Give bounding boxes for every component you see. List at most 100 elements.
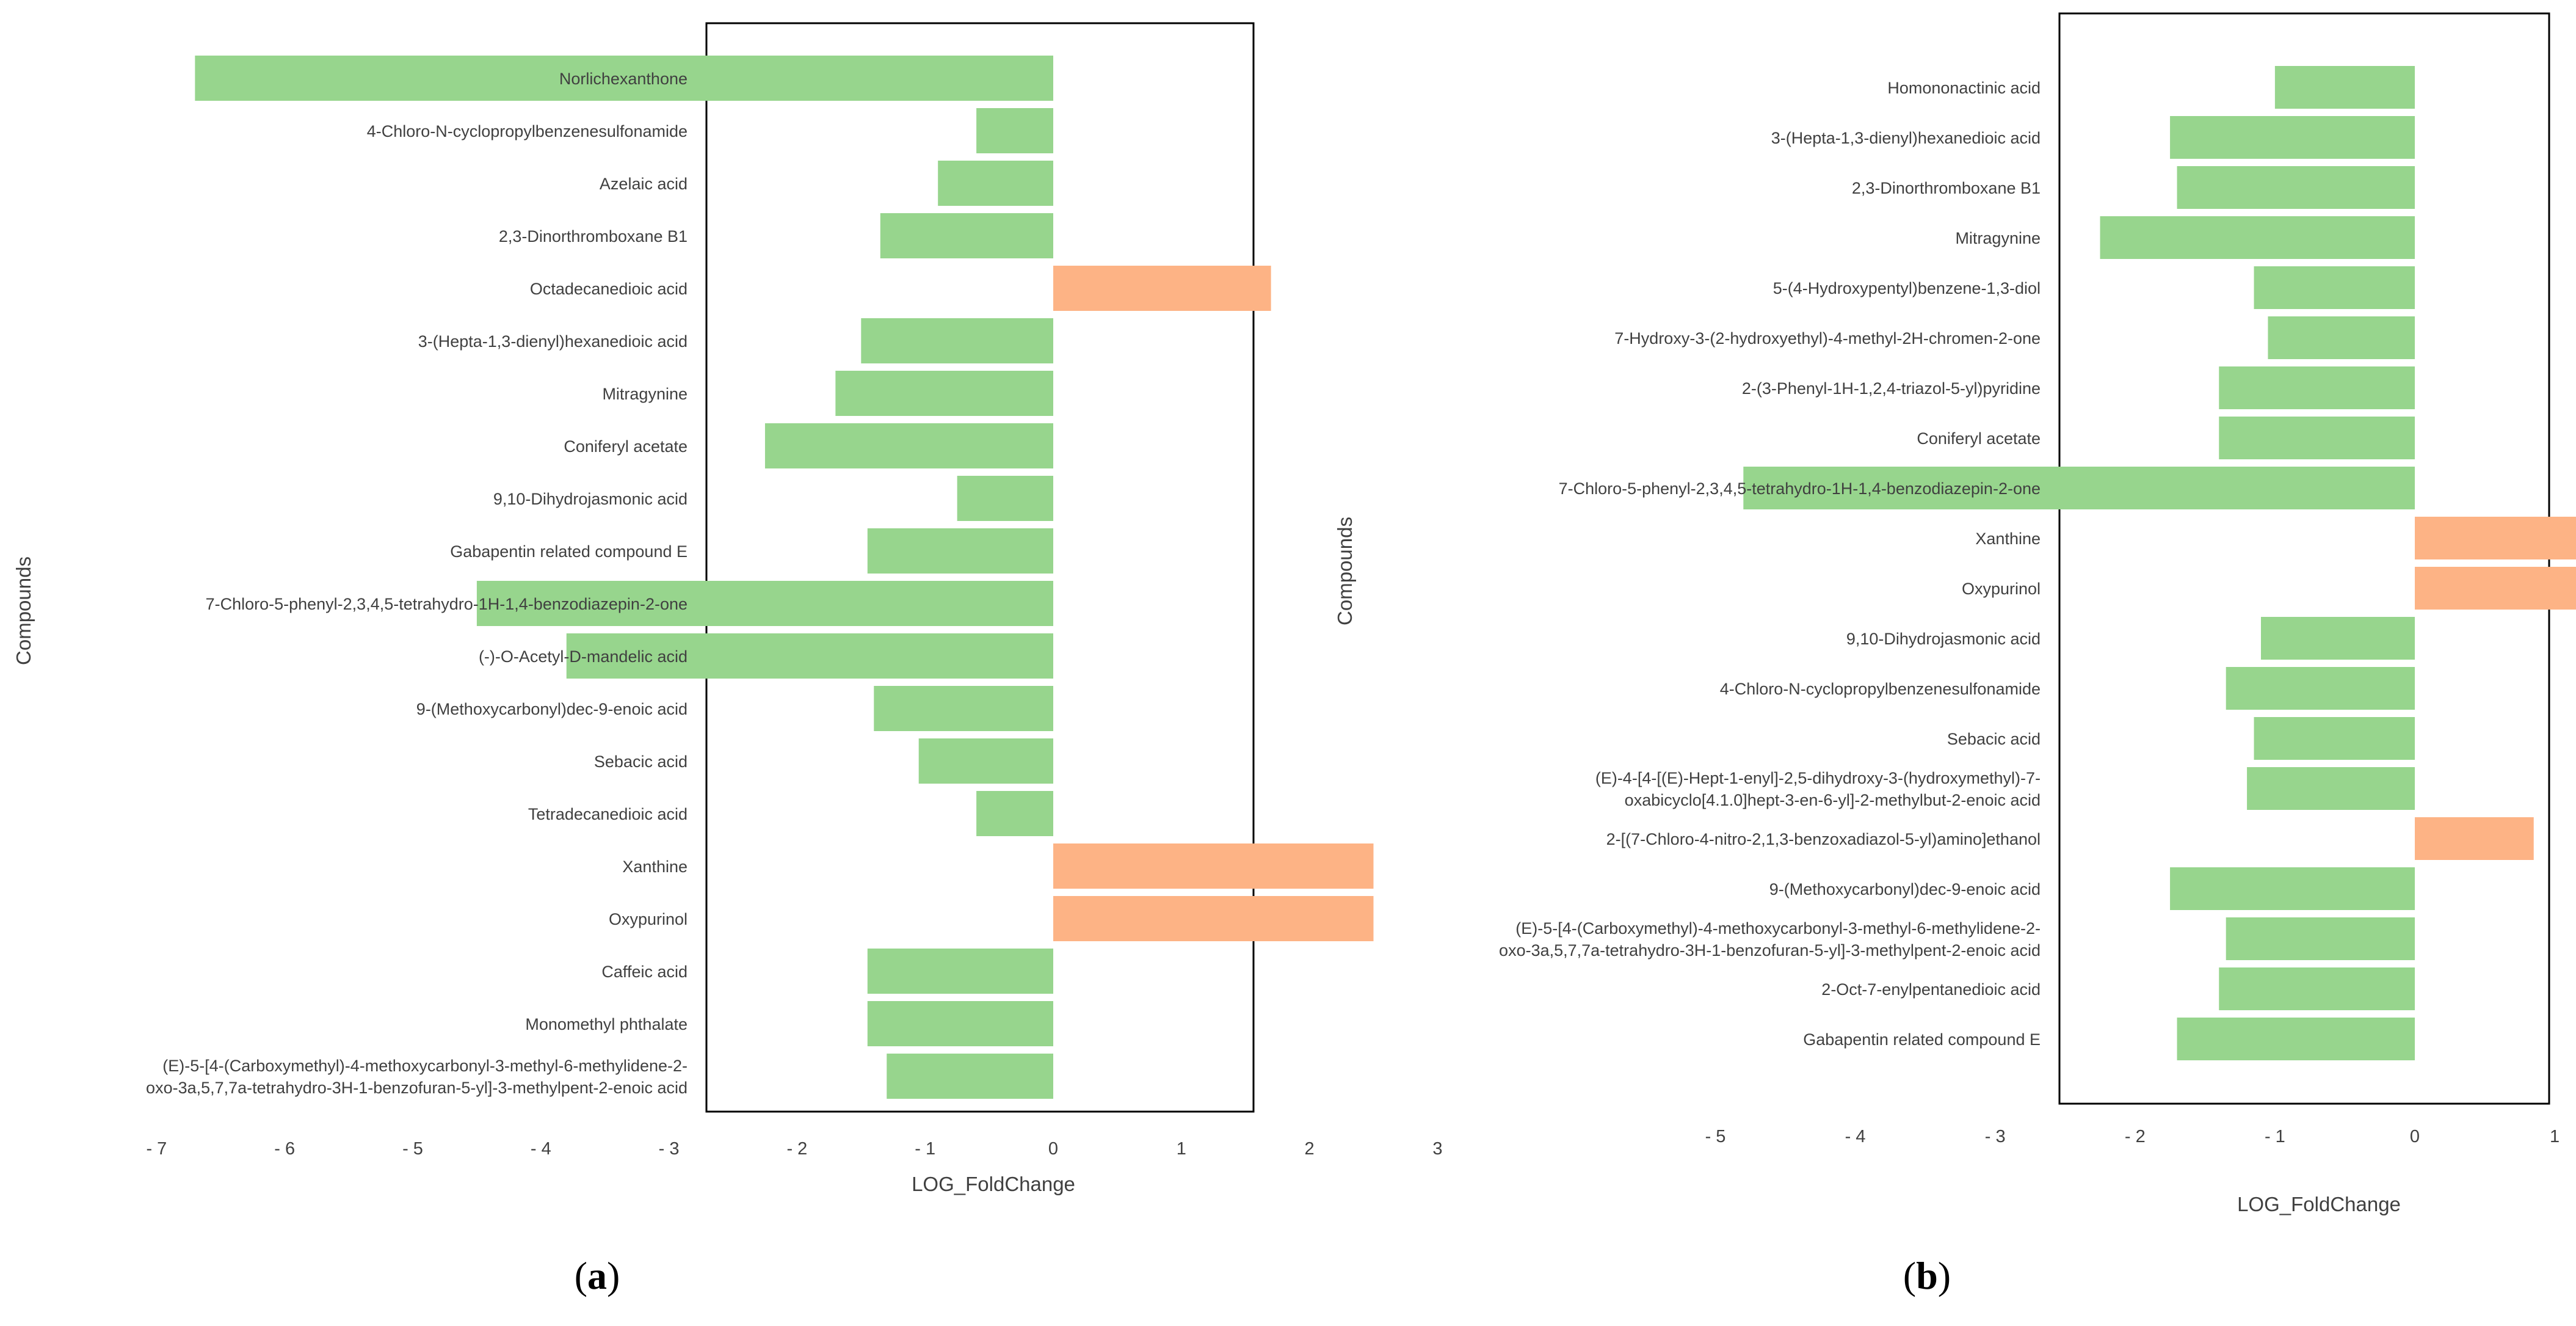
category-label-a-2: Azelaic acid — [600, 175, 688, 193]
category-label-b-12: 4-Chloro-N-cyclopropylbenzenesulfonamide — [1720, 680, 2041, 698]
plot-frame-a — [705, 22, 1255, 1113]
x-tick-label-b-4: - 1 — [2265, 1127, 2285, 1146]
category-label-b-17: (E)-5-[4-(Carboxymethyl)-4-methoxycarbon… — [1499, 919, 2041, 960]
bar-a-10 — [476, 581, 1053, 626]
bar-a-7 — [764, 423, 1053, 468]
category-label-a-6: Mitragynine — [602, 385, 688, 403]
x-tick-label-b-5: 0 — [2410, 1127, 2420, 1146]
bar-a-1 — [976, 108, 1053, 153]
bar-b-0 — [2274, 66, 2415, 109]
category-label-b-15: 2-[(7-Chloro-4-nitro-2,1,3-benzoxadiazol… — [1606, 830, 2041, 848]
bar-b-14 — [2247, 767, 2415, 810]
bar-a-16 — [1053, 896, 1374, 941]
bar-b-9 — [2415, 517, 2576, 559]
category-label-b-19: Gabapentin related compound E — [1803, 1030, 2041, 1049]
category-label-line: oxabicyclo[4.1.0]hept-3-en-6-yl]-2-methy… — [1625, 791, 2041, 809]
bar-a-8 — [957, 476, 1053, 521]
category-label-b-0: Homononactinic acid — [1887, 79, 2041, 97]
bar-a-9 — [867, 528, 1053, 574]
bar-b-18 — [2219, 967, 2415, 1010]
x-axis-title-b: LOG_FoldChange — [2237, 1193, 2401, 1215]
bar-a-15 — [1053, 843, 1374, 889]
category-label-a-8: 9,10-Dihydrojasmonic acid — [493, 490, 688, 508]
category-label-b-8: 7-Chloro-5-phenyl-2,3,4,5-tetrahydro-1H-… — [1559, 479, 2041, 498]
category-label-a-4: Octadecanedioic acid — [530, 280, 688, 298]
category-label-a-15: Xanthine — [622, 858, 688, 876]
category-label-line: oxo-3a,5,7,7a-tetrahydro-3H-1-benzofuran… — [146, 1079, 688, 1097]
category-label-a-19: (E)-5-[4-(Carboxymethyl)-4-methoxycarbon… — [146, 1057, 688, 1097]
x-tick-label-a-1: - 6 — [274, 1139, 295, 1159]
bar-b-6 — [2219, 366, 2415, 409]
x-tick-label-a-7: 0 — [1048, 1139, 1058, 1159]
bar-b-11 — [2260, 617, 2415, 660]
bar-b-7 — [2219, 417, 2415, 459]
x-tick-label-b-1: - 4 — [1845, 1127, 1866, 1146]
panel-label-a: (a) — [575, 1254, 620, 1297]
bar-a-3 — [880, 213, 1053, 258]
category-label-b-18: 2-Oct-7-enylpentanedioic acid — [1821, 980, 2041, 999]
bar-b-2 — [2177, 166, 2415, 209]
chart-panel-b: Homononactinic acid 3-(Hepta-1,3-dienyl)h… — [1333, 12, 2576, 1297]
category-label-a-1: 4-Chloro-N-cyclopropylbenzenesulfonamide — [367, 122, 688, 140]
category-label-b-7: Coniferyl acetate — [1917, 429, 2041, 448]
bar-a-12 — [874, 686, 1053, 731]
bar-a-2 — [938, 161, 1053, 206]
bar-b-4 — [2254, 266, 2415, 309]
x-tick-label-b-3: - 2 — [2125, 1127, 2146, 1146]
category-label-a-10: 7-Chloro-5-phenyl-2,3,4,5-tetrahydro-1H-… — [206, 595, 688, 613]
bar-a-0 — [195, 56, 1054, 101]
bar-b-1 — [2170, 116, 2415, 159]
bar-a-17 — [867, 949, 1053, 994]
y-axis-title-b: Compounds — [1333, 517, 1356, 625]
category-label-b-14: (E)-4-[4-[(E)-Hept-1-enyl]-2,5-dihydroxy… — [1595, 769, 2041, 809]
bar-b-3 — [2100, 216, 2415, 259]
category-label-b-11: 9,10-Dihydrojasmonic acid — [1846, 630, 2041, 648]
category-label-a-3: 2,3-Dinorthromboxane B1 — [499, 227, 688, 246]
bar-b-5 — [2268, 316, 2415, 359]
category-label-b-2: 2,3-Dinorthromboxane B1 — [1852, 179, 2041, 197]
bar-a-6 — [835, 371, 1053, 416]
category-label-a-12: 9-(Methoxycarbonyl)dec-9-enoic acid — [416, 700, 688, 718]
bar-b-17 — [2226, 917, 2415, 960]
category-label-b-6: 2-(3-Phenyl-1H-1,2,4-triazol-5-yl)pyridi… — [1742, 379, 2041, 398]
category-label-a-16: Oxypurinol — [609, 910, 688, 928]
x-tick-label-a-9: 2 — [1305, 1139, 1315, 1159]
chart-panel-a: Norlichexanthone 4-Chloro-N-cyclopropylbe… — [12, 22, 1442, 1297]
category-label-a-13: Sebacic acid — [594, 752, 688, 771]
category-label-a-11: (-)-O-Acetyl-D-mandelic acid — [479, 647, 688, 666]
x-tick-label-a-8: 1 — [1177, 1139, 1186, 1159]
bar-b-10 — [2415, 567, 2576, 610]
category-label-line: oxo-3a,5,7,7a-tetrahydro-3H-1-benzofuran… — [1499, 941, 2041, 960]
category-label-b-3: Mitragynine — [1955, 229, 2041, 247]
bar-a-14 — [976, 791, 1053, 836]
bar-b-15 — [2415, 817, 2534, 860]
x-tick-label-b-2: - 3 — [1985, 1127, 2006, 1146]
bar-a-4 — [1053, 266, 1271, 311]
category-label-a-5: 3-(Hepta-1,3-dienyl)hexanedioic acid — [418, 332, 688, 351]
bar-a-11 — [566, 633, 1053, 679]
category-label-line: (E)-5-[4-(Carboxymethyl)-4-methoxycarbon… — [1515, 919, 2041, 938]
category-label-b-5: 7-Hydroxy-3-(2-hydroxyethyl)-4-methyl-2H… — [1614, 329, 2041, 348]
x-tick-label-a-4: - 3 — [659, 1139, 680, 1159]
bar-a-18 — [867, 1001, 1053, 1046]
x-tick-label-a-5: - 2 — [786, 1139, 807, 1159]
x-tick-label-b-0: - 5 — [1705, 1127, 1726, 1146]
bar-b-19 — [2177, 1018, 2415, 1060]
x-tick-label-a-2: - 5 — [402, 1139, 423, 1159]
category-label-b-4: 5-(4-Hydroxypentyl)benzene-1,3-diol — [1773, 279, 2041, 297]
category-label-a-18: Monomethyl phthalate — [525, 1015, 688, 1033]
bar-a-19 — [887, 1054, 1053, 1099]
category-label-a-14: Tetradecanedioic acid — [528, 805, 688, 823]
category-label-b-1: 3-(Hepta-1,3-dienyl)hexanedioic acid — [1771, 129, 2041, 147]
category-label-a-9: Gabapentin related compound E — [450, 542, 688, 561]
category-label-line: (E)-4-[4-[(E)-Hept-1-enyl]-2,5-dihydroxy… — [1595, 769, 2041, 787]
panel-label-b: (b) — [1903, 1254, 1951, 1297]
category-label-b-10: Oxypurinol — [1962, 580, 2041, 598]
x-tick-label-a-10: 3 — [1432, 1139, 1442, 1159]
x-tick-label-a-0: - 7 — [146, 1139, 167, 1159]
x-tick-label-a-3: - 4 — [531, 1139, 551, 1159]
category-label-a-0: Norlichexanthone — [559, 70, 688, 88]
bar-a-13 — [918, 738, 1053, 784]
x-tick-label-b-6: 1 — [2550, 1127, 2560, 1146]
